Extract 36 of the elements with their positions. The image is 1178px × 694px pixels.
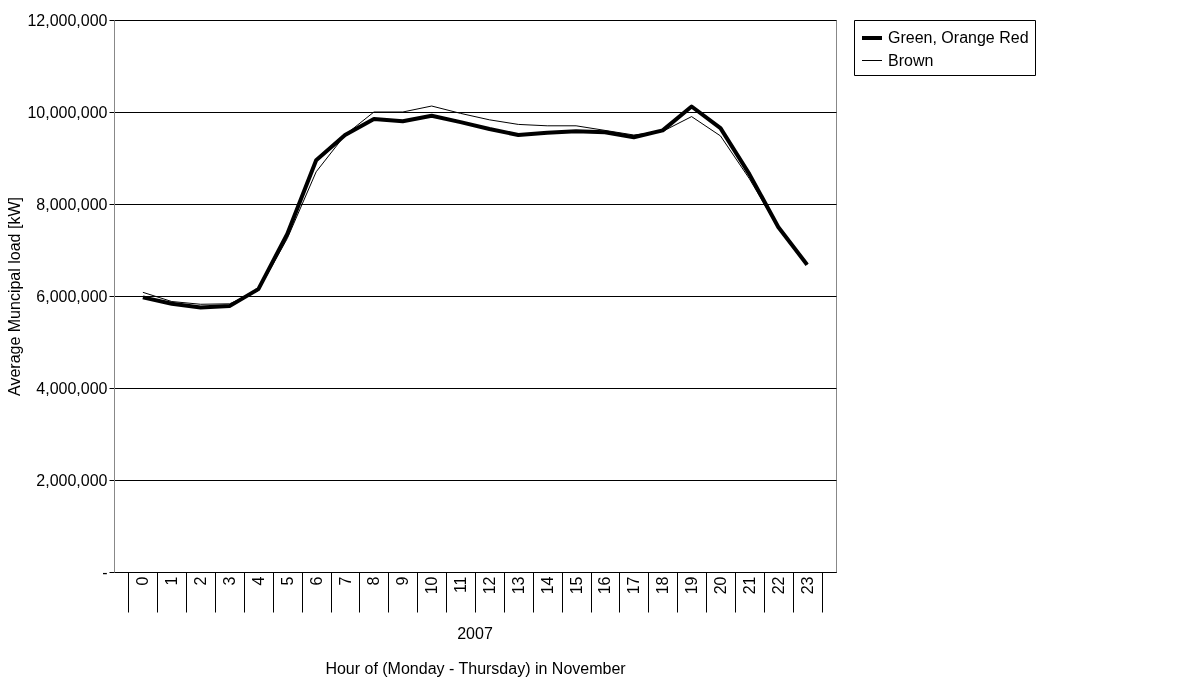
x-tick-label: 7 (336, 576, 354, 586)
y-axis-title: Average Muncipal load [kW] (6, 197, 24, 396)
y-tick-label: 6,000,000 (36, 287, 108, 305)
x-tick-label: 22 (769, 576, 787, 595)
x-tick-label: 21 (740, 576, 758, 595)
legend-label: Green, Orange Red (888, 29, 1029, 46)
x-tick-label: 23 (798, 576, 816, 595)
x-tick-label: 3 (221, 576, 239, 586)
text: 2007 (457, 625, 493, 642)
x-tick-label: 2 (192, 576, 210, 586)
x-tick-label: 4 (249, 576, 267, 586)
x-tick-label: 13 (509, 576, 527, 595)
y-tick-label: - (102, 563, 108, 581)
x-tick-label: 9 (394, 576, 412, 586)
x-tick-label: 17 (625, 576, 643, 595)
y-tick-label: 12,000,000 (27, 11, 108, 29)
x-axis-title: Hour of (Monday - Thursday) in November (325, 660, 627, 677)
x-tick-label: 1 (163, 576, 181, 586)
x-tick-label: 15 (567, 576, 585, 595)
y-tick-label: 10,000,000 (27, 103, 108, 121)
y-tick-label: 8,000,000 (36, 195, 108, 213)
x-tick-label: 0 (134, 576, 152, 586)
x-tick-label: 8 (365, 576, 383, 586)
x-tick-label: 19 (683, 576, 701, 595)
legend-label: Brown (888, 51, 934, 69)
x-tick-label: 20 (711, 576, 729, 595)
x-tick-label: 10 (423, 576, 441, 595)
y-tick-label: 4,000,000 (36, 379, 108, 397)
x-tick-label: 14 (538, 576, 556, 595)
x-tick-label: 16 (596, 576, 614, 595)
x-tick-label: 18 (654, 576, 672, 595)
x-tick-label: 12 (480, 576, 498, 595)
x-tick-label: 6 (307, 576, 325, 586)
x-tick-label: 11 (452, 576, 470, 594)
x-tick-label: 5 (278, 576, 296, 586)
y-tick-label: 2,000,000 (36, 471, 108, 489)
